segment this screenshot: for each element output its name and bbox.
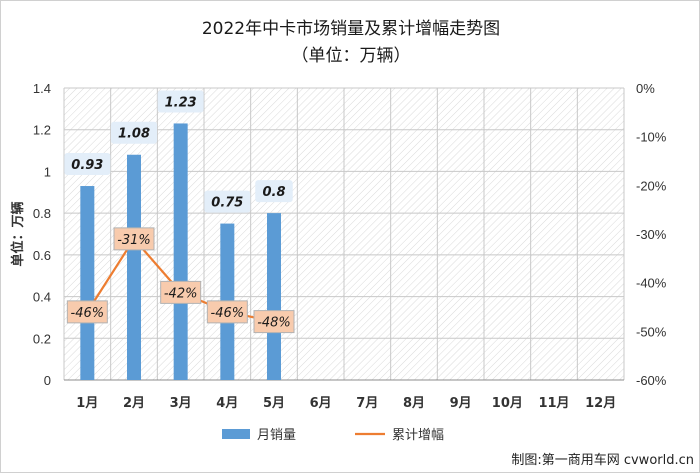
data-labels: 0.93 1.08 1.23 0.75 0.8 -46% -31% -42% -46% -48% — [64, 90, 295, 334]
x-tick-label: 3月 — [170, 396, 192, 411]
legend-bar-label: 月销量 — [257, 428, 296, 443]
y-left-tick-label: 1.2 — [33, 123, 51, 138]
y-right-tick-label: -20% — [636, 178, 667, 193]
x-tick-label: 1月 — [76, 396, 98, 411]
bar-label-box — [255, 180, 293, 203]
line-data-label: -46% — [71, 306, 105, 321]
line-label-box — [253, 310, 295, 334]
legend: 月销量 累计增幅 — [222, 428, 444, 443]
y-right-tick-label: -50% — [636, 324, 667, 339]
line-label-box — [160, 280, 202, 304]
credit-text: 制图:第一商用车网 cvworld.cn — [511, 452, 694, 468]
line-data-label: -42% — [164, 286, 198, 301]
y-axis-label: 单位：万辆 — [10, 201, 26, 266]
y-left-tick-label: 0.6 — [33, 248, 51, 263]
x-tick-label: 8月 — [403, 396, 425, 411]
bar-data-label: 1.23 — [165, 95, 197, 110]
grid — [63, 87, 625, 381]
line-label-box — [66, 300, 108, 324]
y-left-tick-label: 1.4 — [33, 81, 51, 96]
bar-label-box — [204, 190, 251, 213]
x-tick-label: 10月 — [492, 396, 523, 411]
bar-data-label: 0.75 — [211, 196, 243, 211]
bar — [127, 154, 141, 380]
y-right-tick-label: -60% — [636, 373, 667, 388]
bar — [80, 186, 95, 380]
bar-label-box — [64, 153, 111, 176]
line-data-label: -48% — [257, 316, 291, 331]
chart-title: 2022年中卡市场销量及累计增幅走势图 — [202, 19, 500, 39]
y-right-tick-label: 0% — [636, 81, 655, 96]
line-data-label: -31% — [117, 233, 151, 248]
bar — [267, 213, 281, 380]
x-tick-label: 11月 — [538, 396, 569, 411]
x-tick-label: 2月 — [123, 396, 145, 411]
bar-data-label: 0.93 — [71, 158, 103, 173]
y-left-tick-label: 1 — [44, 164, 51, 179]
y-left-tick-label: 0.4 — [33, 290, 51, 305]
y-left-tick-label: 0 — [44, 373, 51, 388]
y-right-tick-label: -10% — [636, 130, 667, 145]
line-label-box — [206, 300, 248, 324]
x-tick-label: 4月 — [216, 396, 238, 411]
y-right-tick-label: -30% — [636, 227, 667, 242]
y-right-tick-label: -40% — [636, 276, 667, 291]
chart-subtitle: （单位：万辆） — [292, 46, 411, 66]
axes: 0 0.2 0.4 0.6 0.8 1 1.2 1.4 0% -10% -20% -30% -40% -5… — [33, 81, 667, 411]
x-tick-label: 6月 — [310, 396, 332, 411]
legend-bar-swatch — [222, 429, 250, 439]
y-left-tick-label: 0.2 — [33, 331, 51, 346]
legend-line-label: 累计增幅 — [392, 428, 444, 443]
y-left-tick-label: 0.8 — [33, 206, 51, 221]
bar-data-label: 0.8 — [262, 185, 285, 200]
x-tick-label: 9月 — [450, 396, 472, 411]
bar-label-box — [111, 121, 157, 144]
x-tick-label: 7月 — [356, 396, 378, 411]
line-label-box — [113, 227, 155, 251]
x-tick-label: 12月 — [585, 396, 616, 411]
bar-data-label: 1.08 — [118, 127, 150, 142]
bar — [173, 123, 188, 380]
bar-label-box — [157, 90, 204, 113]
x-tick-label: 5月 — [263, 396, 285, 411]
line-data-label: -46% — [211, 306, 245, 321]
